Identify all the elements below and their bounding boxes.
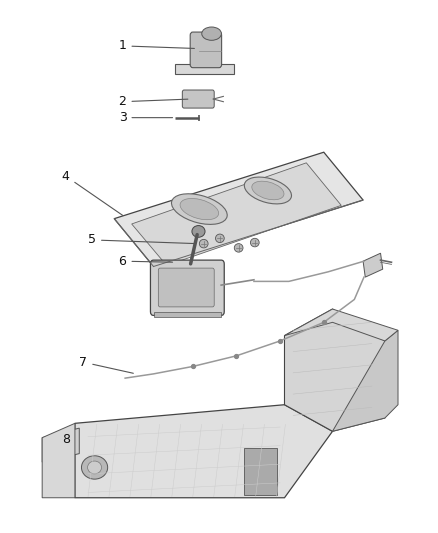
Polygon shape xyxy=(42,428,79,462)
Ellipse shape xyxy=(252,181,284,200)
Text: 6: 6 xyxy=(119,255,173,268)
Text: 5: 5 xyxy=(88,233,194,246)
Text: 1: 1 xyxy=(119,39,194,52)
Ellipse shape xyxy=(88,461,102,474)
Text: 4: 4 xyxy=(62,169,123,215)
Polygon shape xyxy=(75,405,332,498)
Polygon shape xyxy=(332,330,398,431)
FancyBboxPatch shape xyxy=(150,260,224,316)
Polygon shape xyxy=(285,309,398,341)
Polygon shape xyxy=(285,309,385,431)
FancyBboxPatch shape xyxy=(190,32,222,68)
Ellipse shape xyxy=(251,238,259,247)
FancyBboxPatch shape xyxy=(158,268,214,307)
Ellipse shape xyxy=(202,27,221,41)
Text: 2: 2 xyxy=(119,95,188,108)
Ellipse shape xyxy=(192,225,205,237)
Ellipse shape xyxy=(199,239,208,248)
Text: 8: 8 xyxy=(62,433,70,446)
Ellipse shape xyxy=(215,234,224,243)
Ellipse shape xyxy=(244,177,291,204)
Ellipse shape xyxy=(81,456,108,479)
Polygon shape xyxy=(114,152,363,266)
FancyBboxPatch shape xyxy=(244,448,277,495)
Polygon shape xyxy=(363,253,383,277)
Ellipse shape xyxy=(234,244,243,252)
Polygon shape xyxy=(132,163,341,265)
Text: 7: 7 xyxy=(79,356,133,373)
Ellipse shape xyxy=(180,198,219,220)
Text: 3: 3 xyxy=(119,111,173,124)
Polygon shape xyxy=(42,423,75,498)
FancyBboxPatch shape xyxy=(182,90,214,108)
Ellipse shape xyxy=(172,194,227,224)
Polygon shape xyxy=(175,64,234,74)
Polygon shape xyxy=(153,312,221,317)
